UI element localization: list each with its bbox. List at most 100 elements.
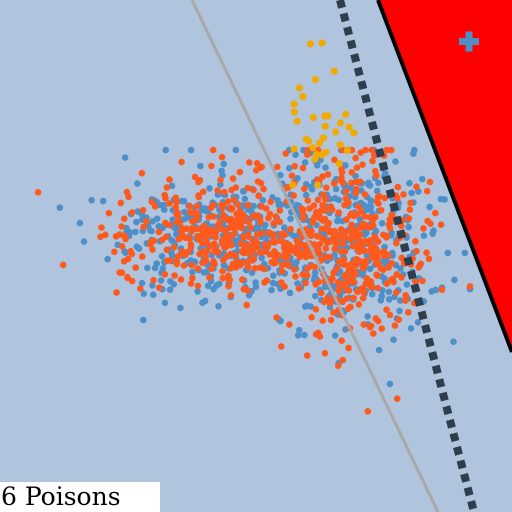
- class-a-point: [122, 249, 129, 256]
- class-b-point: [323, 184, 330, 191]
- class-b-point: [194, 265, 201, 272]
- class-a-point: [250, 202, 257, 210]
- class-b-point: [163, 184, 171, 191]
- class-b-point: [420, 225, 427, 232]
- class-b-point: [221, 244, 228, 251]
- class-a-point: [450, 338, 457, 346]
- class-b-point: [246, 159, 253, 166]
- class-a-point: [390, 336, 397, 344]
- class-b-point: [350, 294, 358, 302]
- class-b-point: [250, 186, 257, 194]
- class-b-point: [227, 206, 235, 213]
- class-b-point: [143, 218, 150, 225]
- class-b-point: [206, 274, 213, 281]
- class-b-point: [301, 185, 308, 193]
- class-b-point: [172, 203, 179, 211]
- class-b-point: [236, 168, 244, 176]
- class-a-point: [218, 167, 225, 175]
- class-a-point: [201, 297, 209, 305]
- class-b-point: [370, 330, 377, 337]
- class-b-point: [353, 232, 360, 239]
- class-a-point: [206, 185, 213, 192]
- poison-point: [316, 139, 324, 147]
- class-b-point: [156, 284, 163, 292]
- class-a-point: [286, 289, 294, 297]
- class-a-point: [378, 292, 386, 300]
- class-b-point: [240, 233, 247, 241]
- class-a-point: [258, 254, 266, 262]
- class-b-point: [178, 225, 186, 232]
- class-b-point: [163, 246, 171, 254]
- class-b-point: [348, 221, 355, 229]
- class-b-point: [299, 164, 307, 172]
- class-b-point: [291, 162, 299, 170]
- class-a-point: [162, 146, 169, 154]
- class-b-point: [210, 213, 217, 220]
- class-b-point: [217, 225, 224, 232]
- class-b-point: [238, 240, 245, 247]
- class-a-point: [151, 264, 159, 272]
- class-a-point: [451, 276, 458, 284]
- poison-count-label: 6 Poisons: [0, 482, 160, 512]
- class-b-point: [219, 267, 226, 275]
- class-b-point: [234, 201, 242, 208]
- class-a-point: [275, 201, 283, 209]
- class-b-point: [284, 260, 292, 268]
- class-b-point: [205, 213, 213, 221]
- class-b-point: [34, 189, 42, 196]
- class-b-point: [368, 242, 375, 250]
- class-a-point: [385, 288, 393, 296]
- class-a-point: [321, 283, 329, 291]
- class-b-point: [364, 408, 372, 415]
- class-a-point: [301, 331, 308, 339]
- class-b-point: [334, 362, 342, 370]
- class-b-point: [292, 273, 299, 280]
- class-a-point: [432, 286, 440, 294]
- class-b-point: [105, 209, 113, 217]
- class-b-point: [269, 232, 277, 239]
- class-b-point: [329, 236, 337, 243]
- poison-point: [290, 100, 298, 108]
- class-b-point: [202, 234, 210, 241]
- class-b-point: [330, 180, 338, 187]
- poison-point: [345, 123, 353, 131]
- class-b-point: [317, 289, 325, 297]
- class-b-point: [162, 233, 170, 241]
- class-b-point: [276, 218, 284, 226]
- class-b-point: [432, 209, 439, 217]
- class-b-point: [161, 191, 168, 199]
- class-a-point: [461, 249, 469, 257]
- class-b-point: [338, 166, 345, 173]
- class-b-point: [298, 241, 305, 248]
- class-b-point: [319, 201, 326, 209]
- class-b-point: [331, 245, 338, 253]
- class-b-point: [349, 242, 357, 250]
- poison-point: [290, 108, 298, 116]
- class-b-point: [151, 203, 159, 210]
- class-b-point: [249, 257, 256, 264]
- class-b-point: [125, 193, 132, 201]
- class-b-point: [187, 280, 195, 287]
- class-b-point: [423, 187, 431, 195]
- class-b-point: [318, 257, 325, 264]
- poison-point: [302, 135, 310, 143]
- class-b-point: [378, 325, 386, 332]
- class-b-point: [437, 221, 445, 228]
- class-b-point: [412, 278, 420, 286]
- class-b-point: [196, 250, 203, 258]
- class-b-point: [315, 278, 323, 286]
- class-b-point: [419, 277, 426, 285]
- class-a-point: [160, 201, 168, 209]
- decision-boundary-edge: [376, 0, 512, 353]
- class-b-point: [329, 275, 336, 282]
- class-b-point: [320, 235, 328, 243]
- class-b-point: [359, 294, 367, 302]
- class-b-point: [171, 272, 178, 279]
- class-b-point: [360, 321, 368, 328]
- class-a-point: [405, 223, 412, 231]
- poison-point: [306, 40, 315, 48]
- class-a-point: [406, 179, 413, 187]
- class-b-point: [214, 187, 221, 194]
- class-b-point: [343, 216, 350, 223]
